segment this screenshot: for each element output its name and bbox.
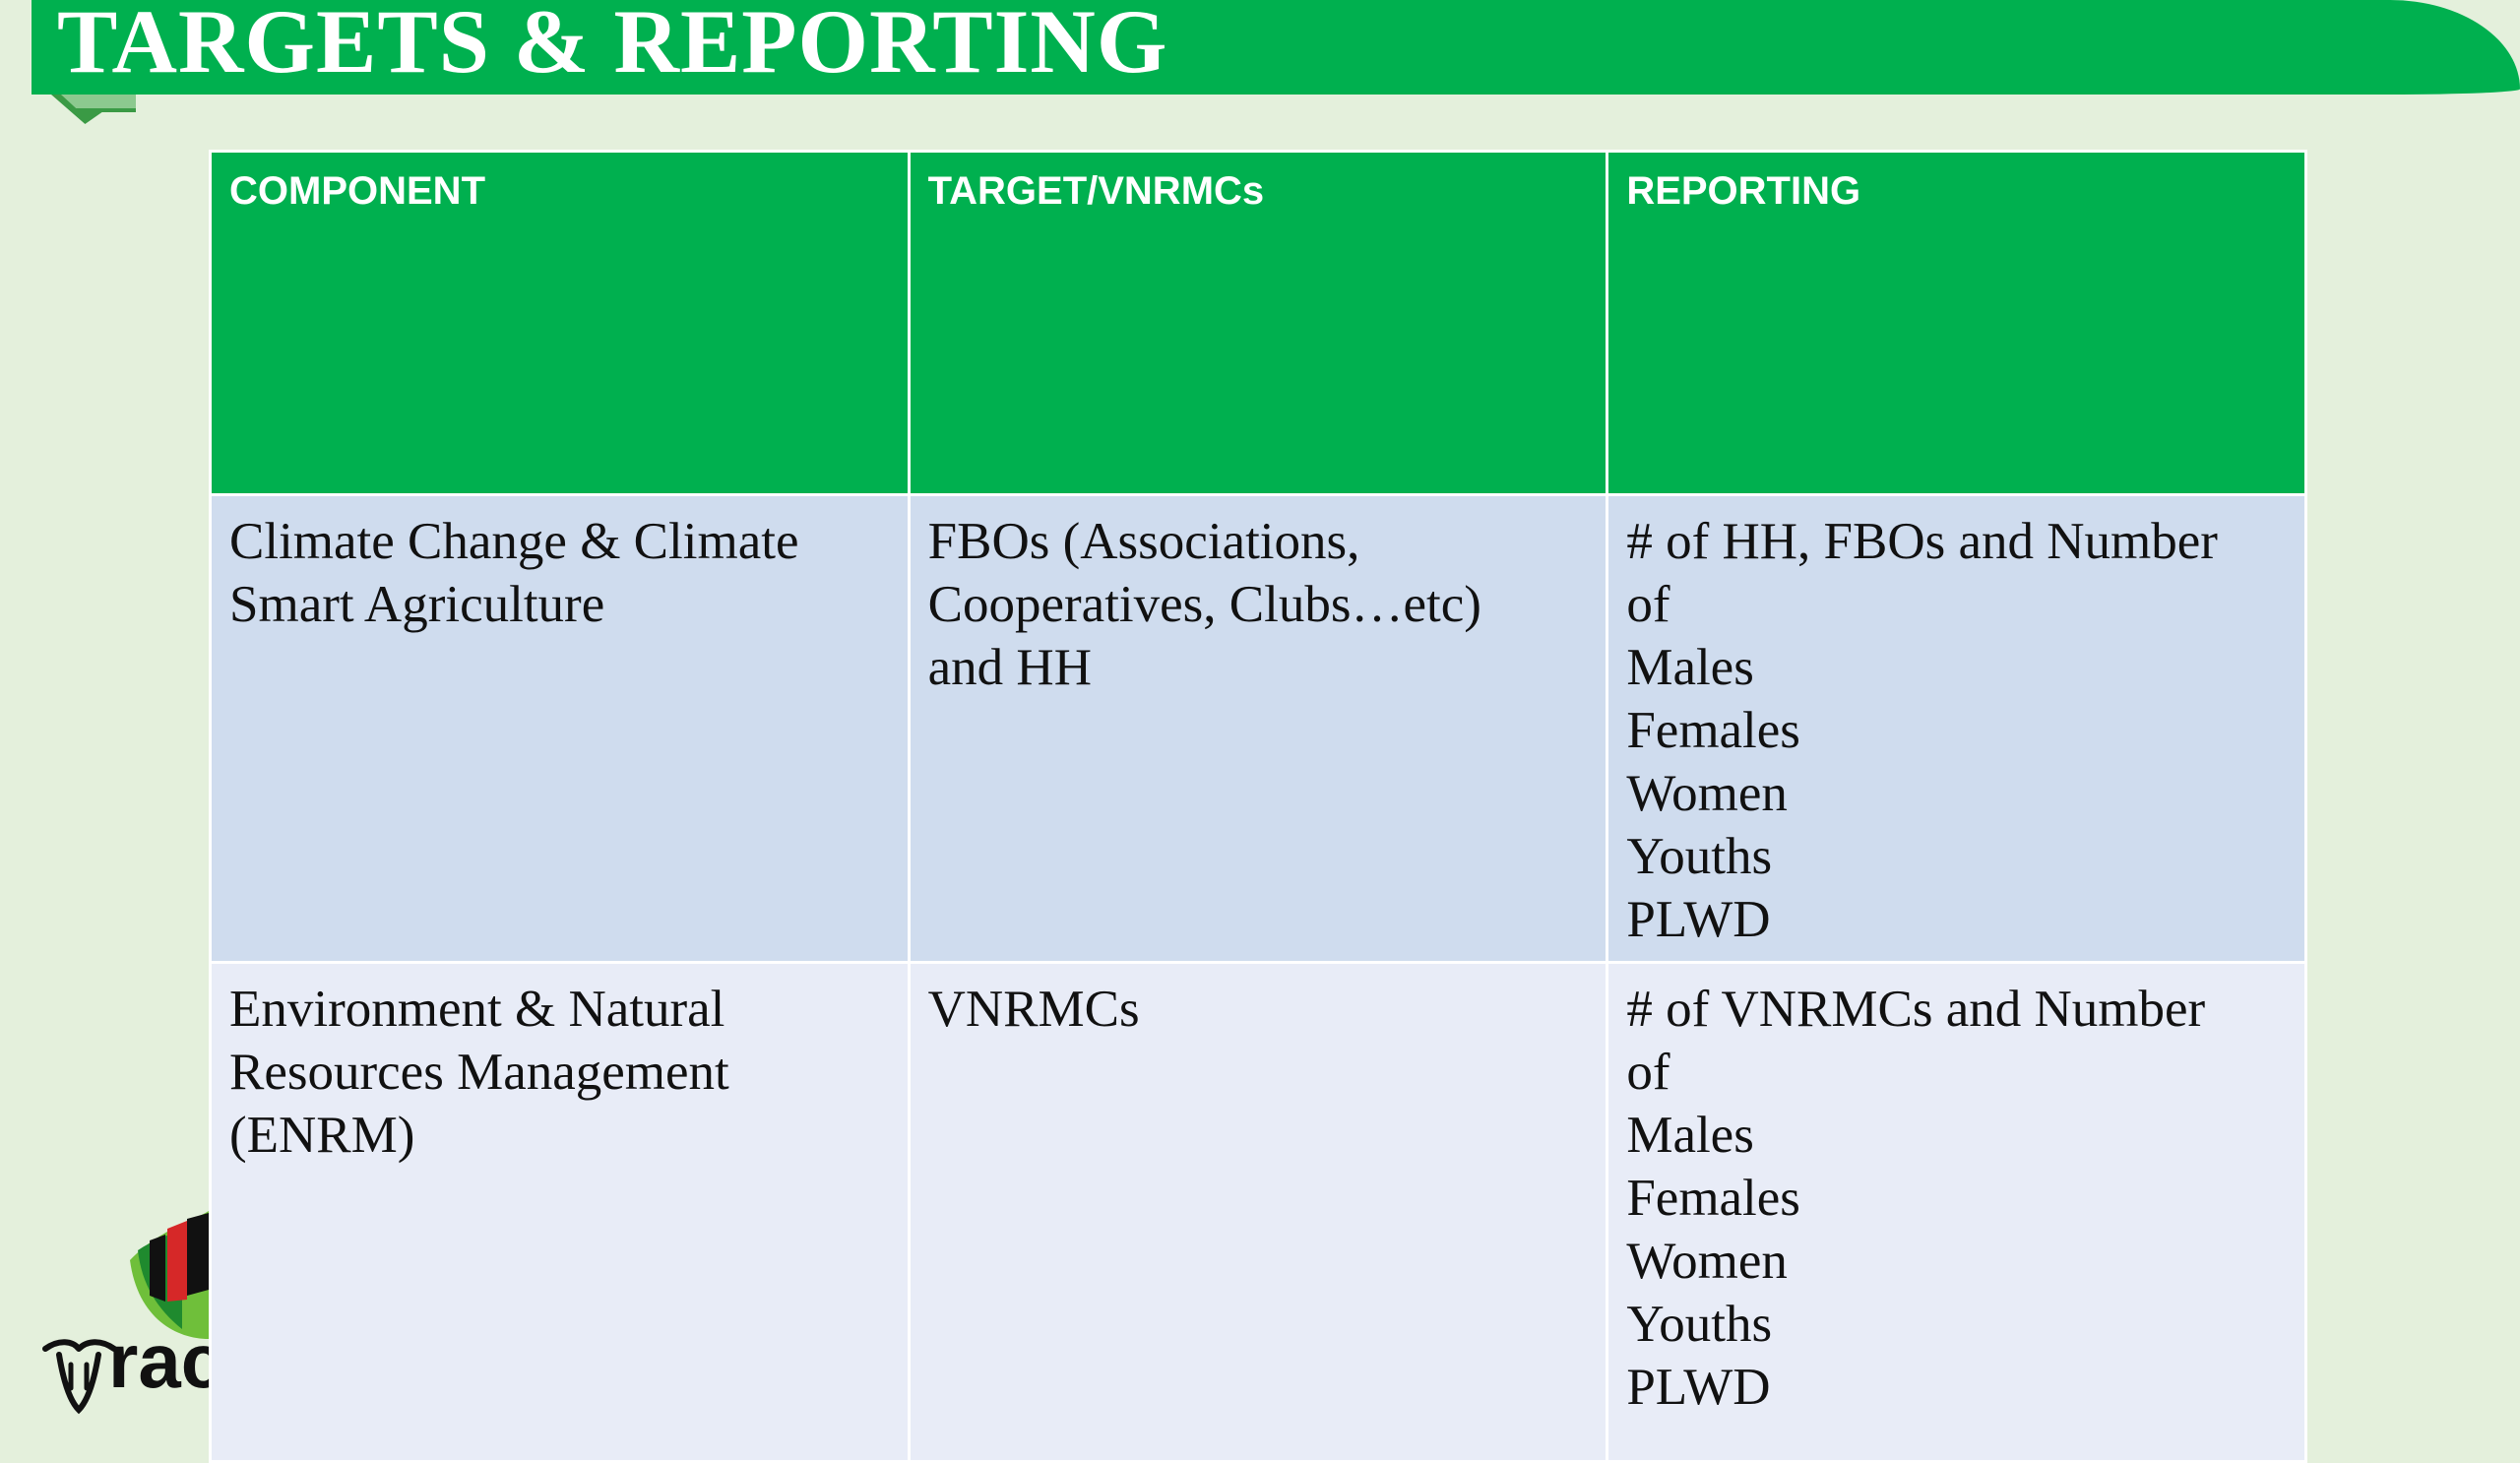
cell-line: FBOs (Associations, <box>927 513 1360 570</box>
header-reporting: REPORTING <box>1606 150 2307 496</box>
cow-and-leaf-logo-icon <box>42 1211 209 1415</box>
cell-line: (ENRM) <box>229 1107 415 1164</box>
cell-line: Smart Agriculture <box>229 576 605 633</box>
cell-target: VNRMCs <box>907 961 1609 1463</box>
cell-component: Environment & Natural Resources Manageme… <box>209 961 911 1463</box>
cell-line: Climate Change & Climate <box>229 513 799 570</box>
cell-line: Females <box>1626 1170 1800 1227</box>
cell-line: Environment & Natural <box>229 981 725 1038</box>
cell-line: Males <box>1626 1107 1754 1164</box>
cell-component: Climate Change & Climate Smart Agricultu… <box>209 493 911 964</box>
cell-line: VNRMCs <box>927 981 1140 1038</box>
cell-reporting: # of VNRMCs and Number of Males Females … <box>1606 961 2307 1463</box>
targets-table: COMPONENT TARGET/VNRMCs REPORTING Climat… <box>209 150 2307 1463</box>
organization-logo: rac <box>39 1191 209 1418</box>
header-target: TARGET/VNRMCs <box>907 150 1609 496</box>
cell-line: Females <box>1626 702 1800 759</box>
table-header-row: COMPONENT TARGET/VNRMCs REPORTING <box>209 150 2307 496</box>
table-row: Climate Change & Climate Smart Agricultu… <box>209 493 2307 964</box>
cell-line: Women <box>1626 765 1788 822</box>
cell-target: FBOs (Associations, Cooperatives, Clubs…… <box>907 493 1609 964</box>
cell-line: Cooperatives, Clubs…etc) <box>927 576 1481 633</box>
header-component: COMPONENT <box>209 150 911 496</box>
logo-text: rac <box>108 1317 209 1404</box>
cell-line: of <box>1626 1044 1670 1101</box>
cell-line: PLWD <box>1626 1359 1771 1416</box>
cell-reporting: # of HH, FBOs and Number of Males Female… <box>1606 493 2307 964</box>
targets-table-container: COMPONENT TARGET/VNRMCs REPORTING Climat… <box>209 150 2307 1463</box>
cell-line: Youths <box>1626 1296 1773 1353</box>
cell-line: PLWD <box>1626 891 1771 948</box>
table-row: Environment & Natural Resources Manageme… <box>209 961 2307 1463</box>
cell-line: Males <box>1626 639 1754 696</box>
slide-title: TARGETS & REPORTING <box>57 0 1168 92</box>
title-banner <box>32 0 2520 95</box>
cell-line: # of VNRMCs and Number <box>1626 981 2206 1038</box>
cell-line: # of HH, FBOs and Number <box>1626 513 2218 570</box>
cell-line: Women <box>1626 1233 1788 1290</box>
cell-line: of <box>1626 576 1670 633</box>
cell-line: and HH <box>927 639 1092 696</box>
ribbon-fold-highlight <box>61 95 136 108</box>
cell-line: Youths <box>1626 828 1773 885</box>
cell-line: Resources Management <box>229 1044 729 1101</box>
